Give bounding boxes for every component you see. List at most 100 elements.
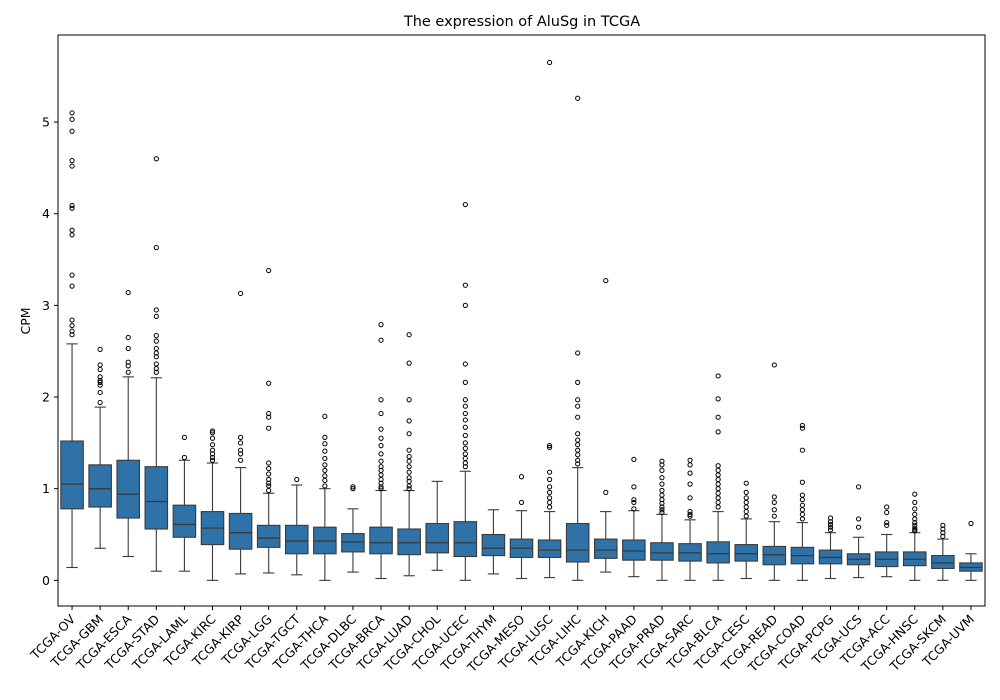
outlier-point — [462, 455, 468, 462]
y-tick-label: 3 — [42, 298, 50, 313]
outlier-point — [153, 361, 159, 367]
outlier-point — [462, 201, 468, 208]
outlier-point — [687, 457, 693, 463]
outlier-point — [69, 283, 75, 289]
outlier-point — [715, 486, 721, 492]
outlier-point — [378, 426, 384, 432]
box-tcga-laml — [172, 434, 197, 572]
outlier-point — [462, 403, 468, 409]
outlier-point — [69, 110, 75, 116]
outlier-point — [631, 497, 637, 503]
outlier-point — [294, 476, 300, 483]
outlier-point — [153, 345, 159, 352]
box-tcga-ucs — [846, 484, 871, 579]
outlier-point — [855, 516, 862, 522]
outlier-point — [406, 431, 412, 437]
box-tcga-skcm — [931, 522, 955, 581]
outlier-point — [322, 483, 328, 489]
outlier-point — [153, 366, 159, 372]
box-iqr — [762, 545, 787, 566]
outlier-point — [659, 481, 665, 487]
outlier-point — [912, 499, 918, 506]
outlier-point — [266, 460, 272, 466]
outlier-point — [97, 399, 103, 406]
outlier-point — [378, 480, 384, 486]
outlier-point — [153, 338, 159, 344]
outlier-point — [743, 499, 749, 506]
outlier-point — [266, 425, 272, 431]
outlier-point — [378, 458, 384, 464]
outlier-point — [322, 413, 328, 419]
outlier-point — [181, 434, 188, 440]
outlier-point — [209, 451, 216, 457]
outlier-point — [827, 515, 834, 521]
outlier-point — [659, 462, 665, 468]
outlier-point — [153, 156, 159, 162]
outlier-point — [69, 128, 75, 134]
outlier-point — [912, 511, 918, 517]
outlier-point — [209, 430, 216, 436]
outlier-point — [631, 506, 637, 512]
outlier-point — [97, 366, 103, 373]
box-tcga-kirc — [200, 428, 225, 581]
outlier-point — [912, 516, 918, 522]
outlier-point — [125, 334, 131, 341]
outlier-point — [406, 418, 412, 424]
outlier-point — [322, 441, 328, 447]
outlier-point — [462, 302, 468, 308]
outlier-point — [659, 467, 665, 473]
outlier-point — [884, 522, 890, 528]
outlier-point — [715, 499, 721, 506]
outlier-point — [575, 442, 581, 448]
outlier-point — [687, 470, 693, 476]
outlier-point — [799, 511, 806, 517]
outlier-point — [799, 502, 806, 508]
outlier-point — [462, 379, 468, 385]
box-tcga-read — [762, 362, 787, 581]
outlier-point — [350, 486, 356, 492]
outlier-point — [153, 333, 159, 339]
outlier-point — [771, 494, 777, 500]
outlier-point — [69, 227, 75, 233]
outlier-point — [715, 504, 721, 510]
outlier-point — [462, 451, 468, 457]
plot-area: 012345TCGA-OVTCGA-GBMTCGA-ESCATCGA-STADT… — [27, 59, 983, 676]
outlier-point — [771, 513, 777, 519]
outlier-point — [827, 519, 834, 525]
outlier-point — [631, 456, 637, 462]
outlier-point — [799, 479, 806, 485]
outlier-point — [97, 389, 103, 396]
outlier-point — [350, 484, 356, 490]
outlier-point — [687, 513, 693, 519]
outlier-point — [266, 471, 272, 477]
outlier-point — [687, 462, 693, 468]
outlier-point — [546, 495, 553, 501]
outlier-point — [659, 492, 665, 498]
box-iqr — [593, 538, 618, 559]
outlier-point — [266, 465, 272, 472]
outlier-point — [799, 422, 806, 429]
outlier-point — [715, 495, 721, 501]
outlier-point — [659, 504, 665, 510]
outlier-point — [378, 397, 384, 403]
outlier-point — [827, 527, 834, 533]
box-iqr — [60, 440, 84, 510]
box-iqr — [425, 522, 450, 554]
outlier-point — [659, 509, 665, 516]
box-tcga-stad — [144, 156, 169, 572]
y-tick-label: 5 — [42, 115, 50, 130]
outlier-point — [799, 425, 806, 431]
outlier-point — [462, 432, 468, 439]
box-iqr — [144, 466, 169, 530]
outlier-point — [940, 533, 946, 539]
box-tcga-lgg — [256, 267, 281, 574]
outlier-point — [659, 487, 665, 494]
outlier-point — [659, 497, 665, 503]
outlier-point — [659, 475, 665, 481]
y-tick-label: 0 — [42, 573, 50, 588]
outlier-point — [715, 476, 721, 483]
box-iqr — [341, 533, 365, 553]
outlier-point — [462, 282, 468, 288]
outlier-point — [603, 489, 609, 495]
